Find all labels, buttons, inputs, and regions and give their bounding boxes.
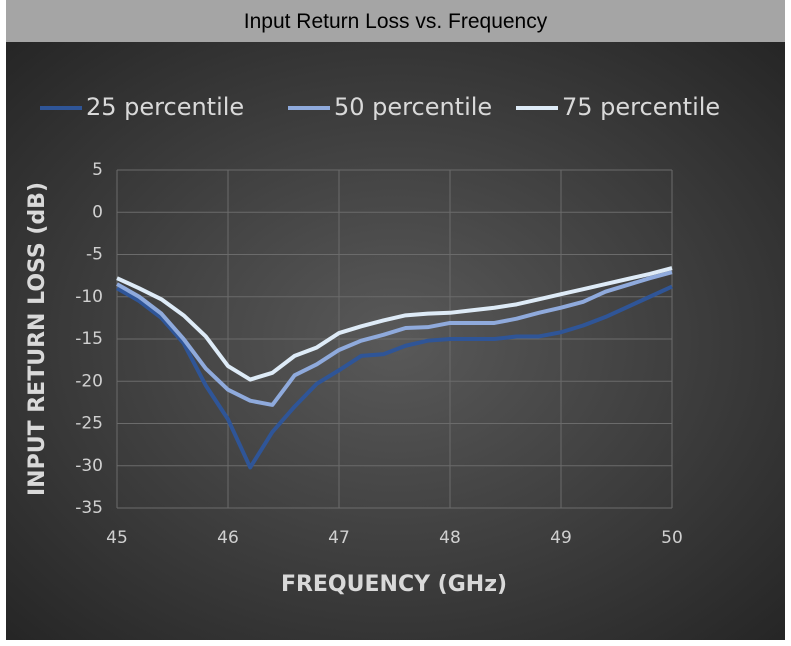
chart-title: Input Return Loss vs. Frequency	[6, 0, 785, 42]
y-axis-title: INPUT RETURN LOSS (dB)	[25, 182, 50, 496]
legend-label: 50 percentile	[334, 93, 492, 121]
y-tick-label: -5	[86, 245, 103, 265]
x-tick-label: 47	[328, 528, 350, 548]
legend-label: 75 percentile	[562, 93, 720, 121]
series-line	[116, 284, 673, 470]
y-tick-label: -10	[75, 287, 103, 307]
y-tick-label: -15	[75, 329, 103, 349]
x-axis-title: FREQUENCY (GHz)	[281, 572, 507, 597]
series-line	[116, 270, 673, 407]
x-tick-label: 49	[550, 528, 572, 548]
series-line	[116, 266, 673, 382]
y-tick-label: 5	[92, 160, 103, 180]
x-tick-label: 46	[217, 528, 239, 548]
x-tick-label: 48	[439, 528, 461, 548]
y-tick-label: -20	[75, 371, 103, 391]
y-tick-label: 0	[92, 202, 103, 222]
y-tick-label: -35	[75, 498, 103, 518]
chart-background	[6, 42, 785, 640]
legend-label: 25 percentile	[86, 93, 244, 121]
y-tick-label: -30	[75, 456, 103, 476]
x-tick-label: 50	[661, 528, 683, 548]
x-tick-label: 45	[106, 528, 128, 548]
y-tick-label: -25	[75, 414, 103, 434]
